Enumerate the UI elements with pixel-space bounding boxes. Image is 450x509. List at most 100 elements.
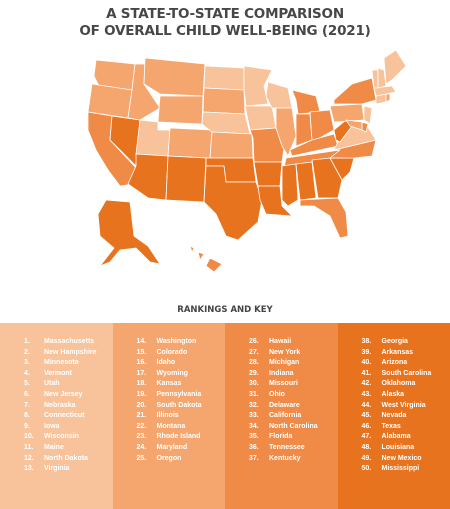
state-name: West Virginia bbox=[381, 401, 426, 409]
state-name: Delaware bbox=[269, 401, 300, 409]
state-michigan bbox=[291, 89, 321, 115]
ranking-row: 48. Louisiana bbox=[362, 443, 450, 454]
ranking-row: 29. Indiana bbox=[249, 369, 338, 380]
ranking-row: 21. Illinois bbox=[137, 411, 226, 422]
rank-number: 28. bbox=[249, 359, 259, 367]
ranking-row: 22. Montana bbox=[137, 422, 226, 433]
rank-number: 23. bbox=[136, 433, 147, 441]
state-alabama bbox=[295, 161, 317, 201]
rank-number: 41. bbox=[361, 369, 372, 377]
state-name: South Dakota bbox=[156, 401, 202, 409]
ranking-row: 8. Connecticut bbox=[24, 411, 113, 422]
state-name: Minnesota bbox=[44, 359, 79, 367]
rank-number: 48. bbox=[361, 443, 372, 451]
state-name: Alaska bbox=[381, 390, 405, 398]
state-name: Hawaii bbox=[269, 338, 292, 345]
state-name: Oklahoma bbox=[381, 380, 416, 388]
ranking-row: 28. Michigan bbox=[249, 358, 338, 369]
state-name: Michigan bbox=[269, 359, 300, 367]
state-name: Pennsylvania bbox=[156, 390, 202, 398]
state-name: Vermont bbox=[44, 369, 73, 377]
ranking-row: 47. Alabama bbox=[362, 432, 450, 443]
ranking-row: 50. Mississippi bbox=[362, 464, 450, 475]
ranking-row: 18. Kansas bbox=[137, 379, 226, 390]
ranking-row: 10. Wisconsin bbox=[24, 432, 113, 443]
state-name: Tennessee bbox=[269, 443, 305, 451]
rank-number: 20. bbox=[136, 401, 147, 409]
state-name: New Jersey bbox=[44, 390, 83, 398]
ranking-row: 44. West Virginia bbox=[362, 401, 450, 412]
state-wisconsin bbox=[265, 81, 293, 109]
state-georgia bbox=[311, 157, 343, 199]
ranking-row: 32. Delaware bbox=[249, 401, 338, 412]
state-name: Ohio bbox=[269, 390, 285, 398]
rank-number: 39. bbox=[361, 348, 372, 356]
rank-band: 38. Georgia 39. Arkansas 40. Arizona 41. South … bbox=[337, 323, 450, 509]
rank-number: 34. bbox=[249, 422, 259, 430]
state-name: Kansas bbox=[156, 380, 182, 388]
ranking-row: 5. Utah bbox=[24, 379, 113, 390]
state-name: Illinois bbox=[156, 412, 179, 420]
ranking-row: 25. Oregon bbox=[137, 454, 226, 465]
ranking-row: 20. South Dakota bbox=[137, 401, 226, 412]
ranking-row: 49. New Mexico bbox=[362, 454, 450, 465]
state-name: Arizona bbox=[381, 359, 408, 367]
state-south-dakota bbox=[202, 87, 246, 115]
state-north-dakota bbox=[203, 65, 245, 91]
state-montana bbox=[143, 57, 206, 97]
rank-number: 49. bbox=[361, 454, 372, 462]
ranking-row: 41. South Carolina bbox=[362, 369, 450, 380]
rank-number: 4. bbox=[24, 369, 30, 377]
rank-number: 42. bbox=[361, 380, 372, 388]
state-kansas bbox=[209, 131, 254, 159]
rank-number: 11. bbox=[24, 443, 34, 451]
state-name: Oregon bbox=[156, 454, 182, 462]
rank-band: 14. Washington 15. Colorado 16. Idaho 17. Wyomi… bbox=[112, 323, 226, 509]
ranking-row: 27. New York bbox=[249, 348, 338, 359]
state-texas bbox=[203, 165, 263, 241]
rank-number: 30. bbox=[249, 380, 259, 388]
ranking-row: 3. Minnesota bbox=[24, 358, 113, 369]
ranking-row: 39. Arkansas bbox=[362, 348, 450, 359]
state-name: Texas bbox=[381, 422, 401, 430]
rank-number: 12. bbox=[24, 454, 34, 462]
state-pennsylvania bbox=[329, 103, 365, 123]
state-name: Missouri bbox=[269, 380, 298, 388]
state-maryland bbox=[345, 119, 363, 131]
title-line-1: A STATE-TO-STATE COMPARISON bbox=[106, 6, 344, 22]
state-wyoming bbox=[157, 95, 204, 125]
state-name: Montana bbox=[156, 422, 186, 430]
ranking-row: 2. New Hampshire bbox=[24, 348, 113, 359]
rank-number: 5. bbox=[24, 380, 30, 388]
rank-number: 10. bbox=[24, 433, 34, 441]
state-louisiana bbox=[257, 185, 293, 217]
ranking-row: 36. Tennessee bbox=[249, 443, 338, 454]
ranking-row: 34. North Carolina bbox=[249, 422, 338, 433]
state-name: Washington bbox=[156, 338, 197, 345]
ranking-row: 16. Idaho bbox=[137, 358, 226, 369]
rank-number: 16. bbox=[136, 359, 147, 367]
rank-number: 6. bbox=[24, 390, 30, 398]
rank-number: 1. bbox=[24, 338, 30, 345]
state-minnesota bbox=[243, 65, 273, 107]
state-colorado bbox=[167, 127, 213, 159]
state-name: Nebraska bbox=[44, 401, 76, 409]
state-name: North Dakota bbox=[44, 454, 88, 462]
state-name: Utah bbox=[44, 380, 60, 388]
rank-number: 44. bbox=[361, 401, 372, 409]
ranking-row: 4. Vermont bbox=[24, 369, 113, 380]
state-massachusetts bbox=[373, 85, 397, 97]
ranking-row: 19. Pennsylvania bbox=[137, 390, 226, 401]
state-name: Colorado bbox=[156, 348, 188, 356]
state-name: Wyoming bbox=[156, 369, 188, 377]
ranking-row: 30. Missouri bbox=[249, 379, 338, 390]
title-line-2: OF OVERALL CHILD WELL-BEING (2021) bbox=[79, 23, 371, 39]
ranking-row: 7. Nebraska bbox=[24, 401, 113, 412]
state-name: Louisiana bbox=[381, 443, 415, 451]
key-title: RANKINGS AND KEY bbox=[177, 305, 273, 315]
state-name: Connecticut bbox=[44, 412, 85, 420]
rank-number: 37. bbox=[249, 454, 259, 462]
rank-number: 36. bbox=[249, 443, 259, 451]
state-name: South Carolina bbox=[381, 369, 432, 377]
state-utah bbox=[135, 119, 171, 157]
